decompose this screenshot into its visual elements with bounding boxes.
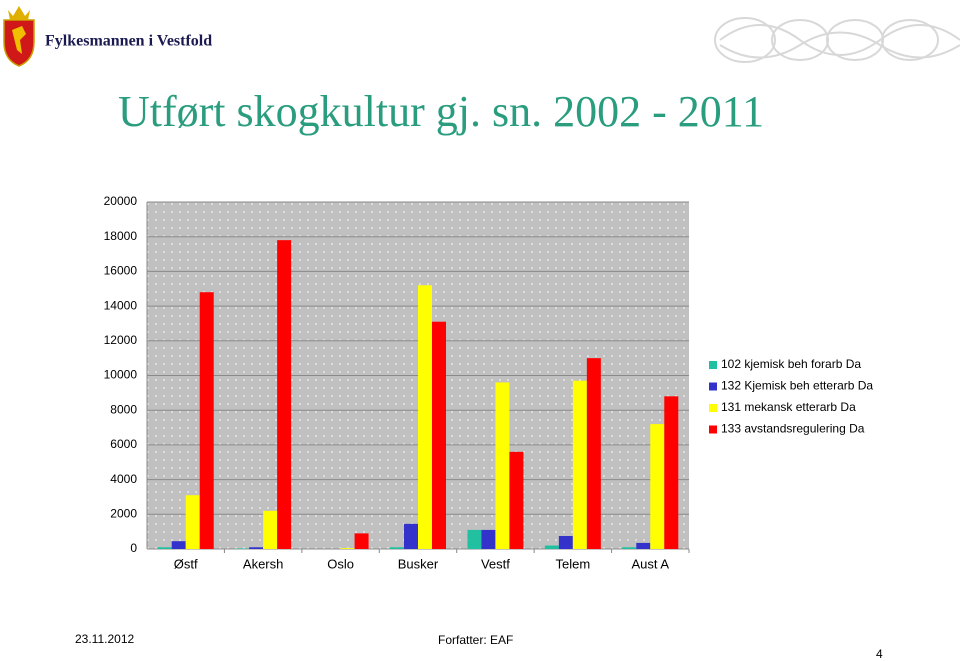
bar xyxy=(249,547,264,549)
bar xyxy=(235,548,250,549)
bar xyxy=(650,424,665,549)
footer-date: 23.11.2012 xyxy=(75,632,134,646)
logo xyxy=(3,6,35,67)
legend-swatch xyxy=(709,361,717,369)
bar xyxy=(277,240,292,550)
y-tick-label: 12000 xyxy=(104,333,138,347)
y-tick-label: 4000 xyxy=(110,472,137,486)
y-tick-label: 20000 xyxy=(104,194,138,208)
bar xyxy=(199,292,214,549)
x-tick-label: Østf xyxy=(174,556,198,571)
y-tick-label: 10000 xyxy=(104,368,138,382)
bar xyxy=(404,523,418,549)
legend-label: 102 kjemisk beh forarb Da xyxy=(721,357,861,371)
bar xyxy=(495,382,510,549)
legend-label: 133 avstandsregulering Da xyxy=(721,422,865,436)
legend-label: 131 mekansk etterarb Da xyxy=(721,400,856,414)
decoration xyxy=(714,17,960,63)
y-tick-label: 2000 xyxy=(110,506,137,520)
y-tick-label: 14000 xyxy=(104,298,138,312)
bar xyxy=(481,529,496,549)
y-tick-label: 0 xyxy=(130,541,137,555)
x-tick-label: Vestf xyxy=(481,556,510,571)
bar xyxy=(467,529,482,549)
x-tick-label: Oslo xyxy=(327,556,354,571)
bar xyxy=(171,541,186,549)
x-tick-label: Busker xyxy=(398,556,439,571)
bar xyxy=(418,285,432,549)
org-name: Fylkesmannen i Vestfold xyxy=(45,33,212,50)
x-tick-label: Aust A xyxy=(631,556,669,571)
bar xyxy=(185,495,200,549)
y-tick-label: 8000 xyxy=(110,402,137,416)
chart-title: Utført skogkultur gj. sn. 2002 - 2011 xyxy=(118,87,764,136)
legend-label: 132 Kjemisk beh etterarb Da xyxy=(721,379,873,393)
y-tick-label: 6000 xyxy=(110,437,137,451)
y-tick-label: 18000 xyxy=(104,229,138,243)
bar xyxy=(354,533,369,549)
bar xyxy=(390,547,404,549)
legend-swatch xyxy=(709,425,717,434)
bar xyxy=(432,321,446,549)
x-tick-label: Akersh xyxy=(243,556,283,571)
bar xyxy=(636,542,651,549)
x-tick-label: Telem xyxy=(556,556,591,571)
footer-author: Forfatter: EAF xyxy=(438,633,513,647)
legend-swatch xyxy=(709,382,717,391)
y-tick-label: 16000 xyxy=(104,264,138,278)
bar xyxy=(586,358,601,549)
bar xyxy=(664,396,679,549)
bar xyxy=(157,547,172,549)
bar xyxy=(263,510,278,549)
bar xyxy=(544,545,559,549)
bar xyxy=(558,535,573,549)
bar xyxy=(509,451,524,549)
legend-swatch xyxy=(709,404,717,412)
bar xyxy=(340,548,355,549)
bar xyxy=(572,380,587,549)
bar xyxy=(622,547,637,549)
page-number: 4 xyxy=(876,647,883,661)
